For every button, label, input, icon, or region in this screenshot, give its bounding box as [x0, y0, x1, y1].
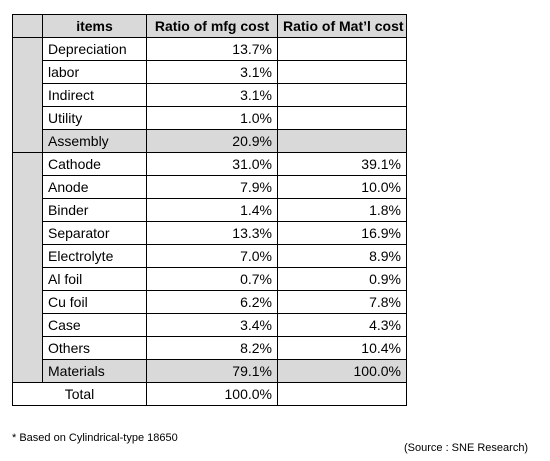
- row-mat: 10.4%: [277, 336, 407, 360]
- row-item: Indirect: [42, 83, 147, 107]
- table-row: Case 3.4% 4.3%: [13, 313, 407, 337]
- row-mfg: 13.3%: [146, 221, 278, 245]
- table-row: Depreciation 13.7%: [12, 37, 407, 153]
- row-mat: 8.9%: [277, 244, 407, 268]
- row-mat: [277, 37, 407, 61]
- row-mat: 10.0%: [277, 175, 407, 199]
- row-item: Electrolyte: [42, 244, 147, 268]
- row-mat: 16.9%: [277, 221, 407, 245]
- row-mat: 4.3%: [277, 313, 407, 337]
- row-item: Anode: [42, 175, 147, 199]
- row-item: Utility: [42, 106, 147, 130]
- group-marker-assembly: [12, 37, 43, 153]
- row-mfg: 1.0%: [146, 106, 278, 130]
- group-marker-materials: [12, 152, 43, 383]
- row-item: Others: [42, 336, 147, 360]
- row-item: Binder: [42, 198, 147, 222]
- row-item: Al foil: [42, 267, 147, 291]
- table-row: Cu foil 6.2% 7.8%: [13, 290, 407, 314]
- table-row: Binder 1.4% 1.8%: [13, 198, 407, 222]
- table-row: labor 3.1%: [13, 60, 407, 84]
- row-mat: 0.9%: [277, 267, 407, 291]
- table-row: Electrolyte 7.0% 8.9%: [13, 244, 407, 268]
- table-row: Anode 7.9% 10.0%: [13, 175, 407, 199]
- cost-ratio-table: items Ratio of mfg cost Ratio of Mat’l c…: [12, 14, 407, 406]
- row-mat: 1.8%: [277, 198, 407, 222]
- row-mfg: 1.4%: [146, 198, 278, 222]
- row-mfg: 6.2%: [146, 290, 278, 314]
- row-mfg: 13.7%: [146, 37, 278, 61]
- total-mfg: 100.0%: [146, 382, 278, 406]
- header-mfg-cost: Ratio of mfg cost: [146, 14, 278, 38]
- row-mat: [277, 83, 407, 107]
- subtotal-row-assembly: Assembly 20.9%: [13, 129, 407, 153]
- row-item: Cathode: [42, 152, 147, 176]
- table-row: Others 8.2% 10.4%: [13, 336, 407, 360]
- header-row: items Ratio of mfg cost Ratio of Mat’l c…: [12, 14, 407, 38]
- table-row: Separator 13.3% 16.9%: [13, 221, 407, 245]
- row-mfg: 0.7%: [146, 267, 278, 291]
- table-row: Al foil 0.7% 0.9%: [13, 267, 407, 291]
- row-item: Case: [42, 313, 147, 337]
- subtotal-item: Materials: [42, 359, 147, 383]
- row-mfg: 3.1%: [146, 60, 278, 84]
- row-mfg: 31.0%: [146, 152, 278, 176]
- subtotal-mat: 100.0%: [277, 359, 407, 383]
- table-row: Indirect 3.1%: [13, 83, 407, 107]
- header-matl-cost: Ratio of Mat’l cost: [277, 14, 407, 38]
- total-row: Total 100.0%: [12, 382, 407, 406]
- row-item: Cu foil: [42, 290, 147, 314]
- total-item: Total: [12, 382, 147, 406]
- subtotal-row-materials: Materials 79.1% 100.0%: [13, 359, 407, 383]
- row-mat: 39.1%: [277, 152, 407, 176]
- row-mfg: 7.0%: [146, 244, 278, 268]
- subtotal-mfg: 79.1%: [146, 359, 278, 383]
- table-row: Cathode 31.0% 39.1%: [12, 152, 407, 383]
- row-mfg: 3.1%: [146, 83, 278, 107]
- row-item: Depreciation: [42, 37, 147, 61]
- subtotal-mfg: 20.9%: [146, 129, 278, 153]
- row-mat: 7.8%: [277, 290, 407, 314]
- footnote: * Based on Cylindrical-type 18650: [12, 432, 178, 444]
- row-mfg: 8.2%: [146, 336, 278, 360]
- header-corner: [12, 14, 43, 38]
- header-items: items: [42, 14, 147, 38]
- total-mat: [277, 382, 407, 406]
- subtotal-item: Assembly: [42, 129, 147, 153]
- row-mat: [277, 60, 407, 84]
- subtotal-mat: [277, 129, 407, 153]
- row-mat: [277, 106, 407, 130]
- row-item: Separator: [42, 221, 147, 245]
- row-item: labor: [42, 60, 147, 84]
- row-mfg: 7.9%: [146, 175, 278, 199]
- source-note: (Source : SNE Research): [404, 442, 529, 454]
- row-mfg: 3.4%: [146, 313, 278, 337]
- table-row: Utility 1.0%: [13, 106, 407, 130]
